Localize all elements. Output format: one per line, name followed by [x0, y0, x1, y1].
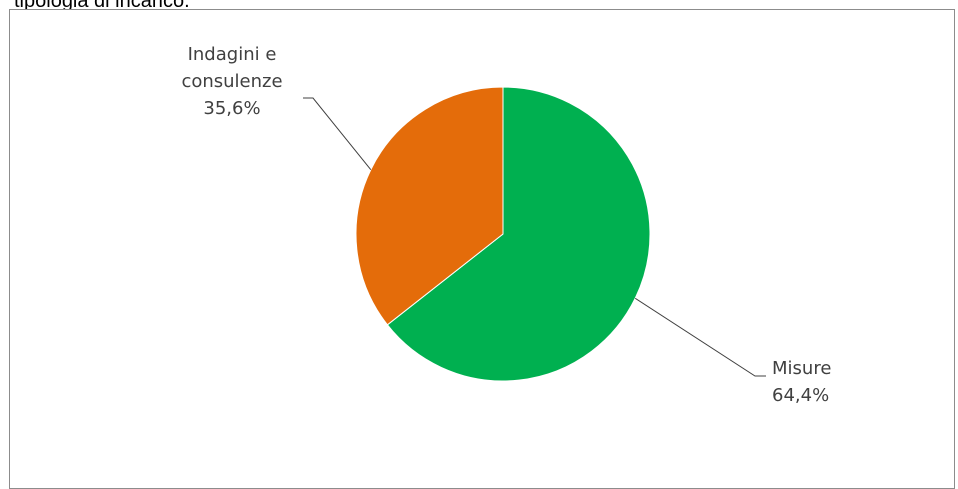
- chart-caption: tipologia di incarico.: [14, 0, 190, 12]
- pie-slice-misure: [386, 86, 651, 382]
- data-label-misure: Misure 64,4%: [772, 358, 831, 406]
- pie-slices: [355, 86, 651, 382]
- pie-slice-indagini-e-consulenze: [355, 86, 504, 326]
- leader-lines: [303, 97, 766, 377]
- data-label-indagini-e-consulenze: Indagini e consulenze 35,6%: [181, 44, 282, 119]
- leader-line-indagini-e-consulenze: [303, 97, 372, 171]
- leader-line-misure: [634, 297, 766, 377]
- slice-labels: Misure 64,4% Indagini e consulenze 35,6%: [181, 44, 831, 406]
